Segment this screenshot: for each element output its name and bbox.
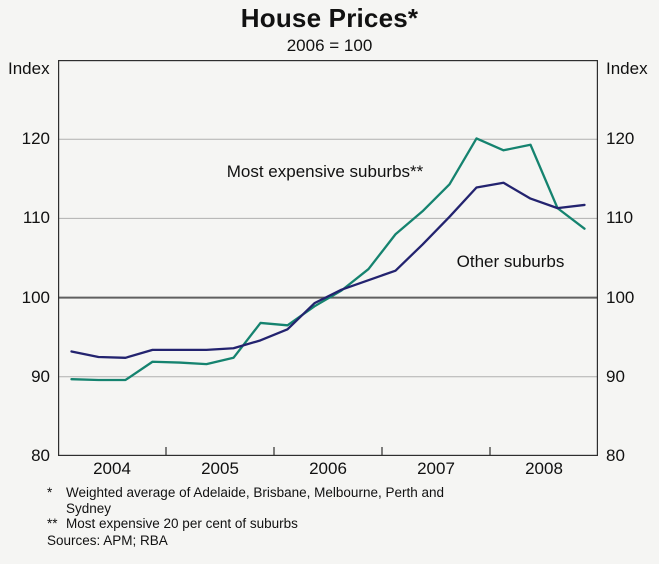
series-line-0: [70, 137, 586, 382]
y-tick-label-right-80: 80: [606, 446, 625, 465]
y-tick-label-left-100: 100: [21, 287, 50, 307]
footnote-1-marker: *: [47, 485, 53, 500]
y-axis-unit-right: Index: [606, 59, 648, 78]
series-line-1: [70, 181, 586, 359]
chart-title: House Prices*: [240, 3, 419, 33]
y-tick-label-right-90: 90: [606, 366, 625, 386]
x-year-label-2007: 2007: [417, 459, 455, 478]
plot-area: [58, 60, 598, 456]
footnotes: * Weighted average of Adelaide, Brisbane…: [47, 485, 478, 548]
y-tick-label-left-80: 80: [31, 446, 50, 465]
y-axis-unit-left: Index: [8, 59, 50, 78]
series-label-most-expensive-suburbs: Most expensive suburbs**: [226, 162, 424, 181]
x-year-label-2005: 2005: [201, 459, 239, 478]
footnote-1: * Weighted average of Adelaide, Brisbane…: [47, 485, 478, 516]
y-tick-label-right-100: 100: [606, 287, 635, 307]
x-year-label-2006: 2006: [309, 459, 347, 478]
footnote-2: ** Most expensive 20 per cent of suburbs: [47, 516, 478, 532]
footnote-2-text: Most expensive 20 per cent of suburbs: [66, 516, 298, 531]
y-tick-label-left-120: 120: [21, 129, 50, 149]
y-tick-label-right-110: 110: [606, 208, 634, 228]
y-tick-label-left-110: 110: [22, 208, 50, 228]
footnote-1-text: Weighted average of Adelaide, Brisbane, …: [66, 485, 444, 516]
x-year-label-2008: 2008: [525, 459, 563, 478]
chart-subtitle: 2006 = 100: [286, 36, 373, 55]
plot-frame: [58, 60, 598, 456]
x-year-label-2004: 2004: [93, 459, 131, 478]
y-tick-label-left-90: 90: [31, 366, 50, 386]
y-tick-label-right-120: 120: [606, 129, 635, 149]
sources-line: Sources: APM; RBA: [47, 532, 168, 548]
footnote-2-marker: **: [47, 516, 58, 531]
series-label-other-suburbs: Other suburbs: [456, 252, 565, 271]
